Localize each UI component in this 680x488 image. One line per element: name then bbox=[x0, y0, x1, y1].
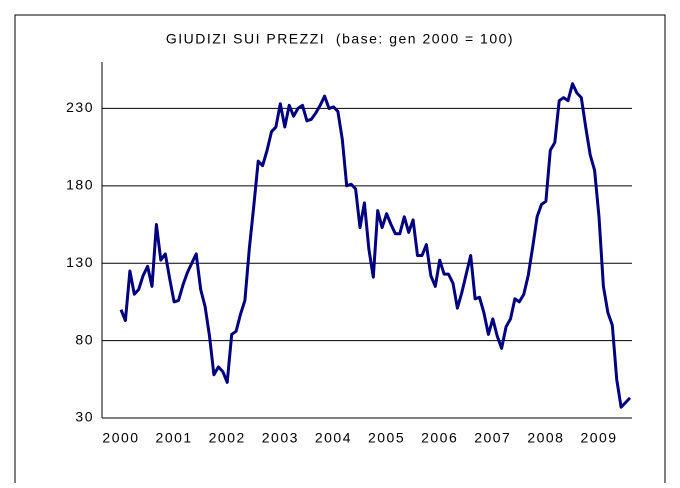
y-tick-label: 130 bbox=[66, 254, 94, 270]
frame bbox=[14, 14, 666, 486]
x-tick-label: 2000 bbox=[102, 430, 139, 446]
x-tick-label: 2007 bbox=[474, 430, 511, 446]
x-tick-label: 2003 bbox=[262, 430, 299, 446]
y-tick-label: 180 bbox=[66, 177, 94, 193]
x-tick-label: 2006 bbox=[421, 430, 458, 446]
x-tick-label: 2005 bbox=[368, 430, 405, 446]
y-tick-label: 30 bbox=[75, 409, 94, 425]
x-tick-label: 2001 bbox=[156, 430, 193, 446]
y-tick-label: 230 bbox=[66, 99, 94, 115]
data-line bbox=[119, 82, 632, 409]
x-tick-label: 2004 bbox=[315, 430, 352, 446]
chart-title: GIUDIZI SUI PREZZI (base: gen 2000 = 100… bbox=[166, 31, 514, 47]
x-tick-label: 2009 bbox=[580, 430, 617, 446]
x-tick-label: 2002 bbox=[209, 430, 246, 446]
y-tick-label: 80 bbox=[75, 331, 94, 347]
x-tick-label: 2008 bbox=[527, 430, 564, 446]
